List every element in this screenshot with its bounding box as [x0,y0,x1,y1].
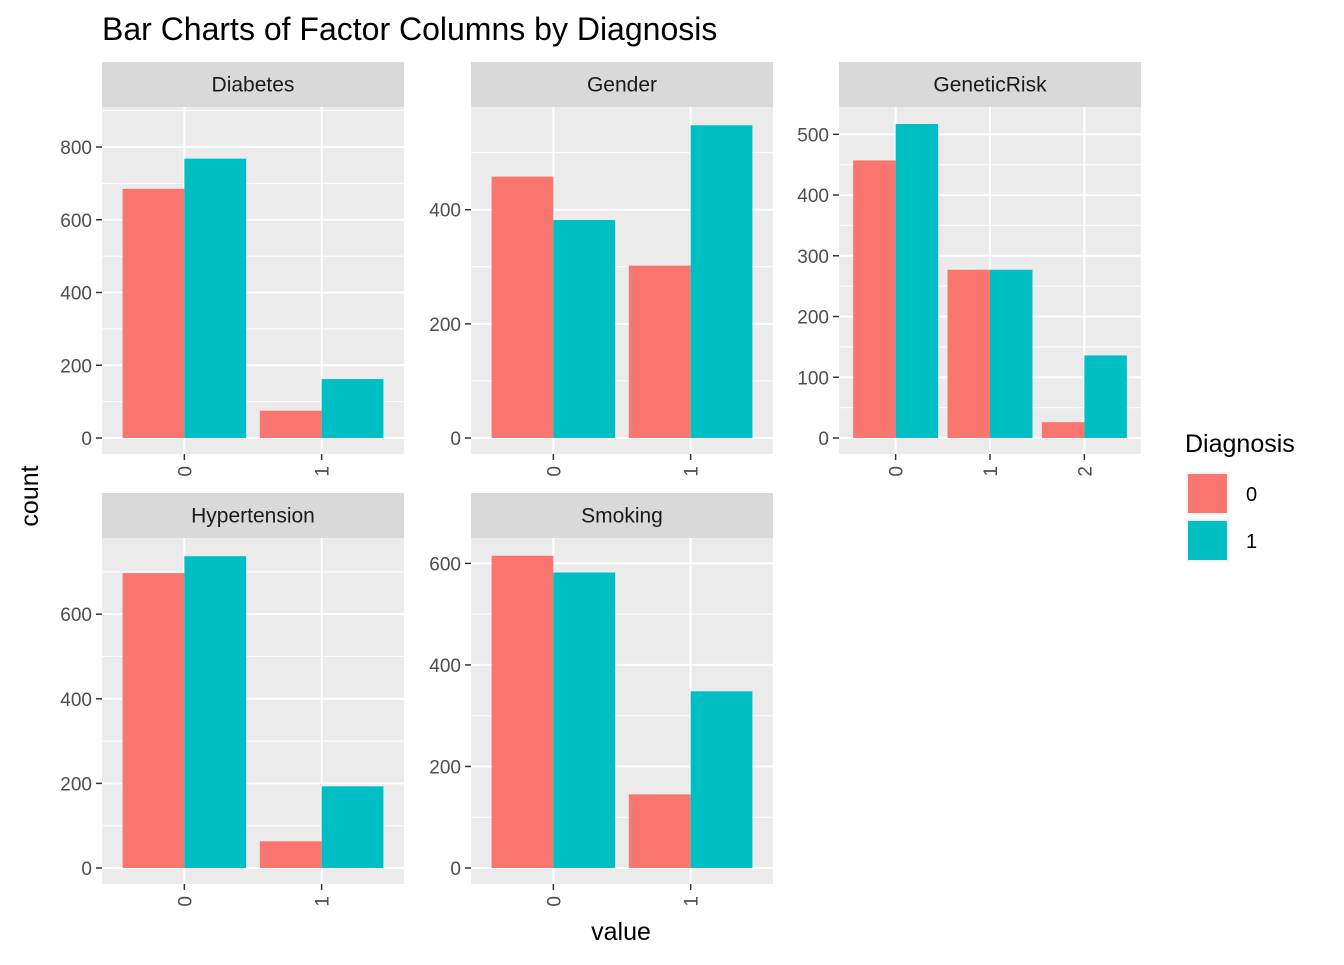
bar-gender-value-1-diagnosis-1 [690,125,753,438]
x-tick-label: 1 [313,466,334,477]
bar-hypertension-value-1-diagnosis-1 [321,786,384,868]
strip-gender [471,62,773,107]
bar-smoking-value-1-diagnosis-1 [690,691,753,868]
y-tick-label: 600 [60,605,92,626]
legend: Diagnosis 0 1 [1185,430,1295,562]
bar-geneticrisk-value-2-diagnosis-0 [1041,422,1085,438]
y-tick-label: 600 [60,211,92,232]
strip-hypertension [102,493,404,538]
y-tick-label: 400 [429,656,461,677]
x-tick-label: 0 [544,896,565,907]
y-tick-label: 400 [60,690,92,711]
bar-hypertension-value-1-diagnosis-0 [259,841,322,868]
y-tick-label: 0 [450,429,461,450]
y-tick-label: 0 [818,429,829,450]
bar-geneticrisk-value-0-diagnosis-1 [895,124,939,439]
bar-geneticrisk-value-1-diagnosis-0 [947,269,990,438]
strip-diabetes [102,62,404,107]
panel-smoking: Smoking 0 200 400 600 0 1 [429,493,773,907]
y-tick-label: 400 [429,201,461,222]
x-tick-label: 1 [682,466,703,477]
x-tick-label: 1 [981,466,1002,477]
y-tick-label: 500 [797,125,829,146]
panel-hypertension: Hypertension 0 200 400 600 0 1 [60,493,404,907]
strip-smoking [471,493,773,538]
bar-smoking-value-0-diagnosis-1 [553,572,616,868]
strip-label-smoking: Smoking [581,505,663,528]
y-tick-label: 200 [797,308,829,329]
x-tick-label: 0 [887,466,908,477]
y-tick-label: 200 [60,774,92,795]
y-tick-label: 300 [797,247,829,268]
bar-gender-value-0-diagnosis-1 [553,219,616,438]
strip-label-hypertension: Hypertension [191,505,315,528]
legend-title: Diagnosis [1185,430,1295,458]
y-tick-label: 400 [60,284,92,305]
x-tick-label: 0 [175,896,196,907]
y-axis-title: count [16,465,44,526]
panel-diabetes: Diabetes 0 200 400 600 800 0 1 [60,62,404,477]
bar-geneticrisk-value-0-diagnosis-0 [853,160,896,439]
bar-smoking-value-0-diagnosis-0 [491,555,554,868]
x-axis-title: value [591,918,651,946]
y-tick-label: 200 [429,315,461,336]
x-tick-label: 1 [313,896,334,907]
y-tick-label: 0 [81,429,92,450]
y-tick-label: 0 [81,859,92,880]
strip-label-geneticrisk: GeneticRisk [933,74,1047,97]
strip-label-diabetes: Diabetes [212,74,295,97]
legend-swatch-1 [1188,521,1227,560]
bar-geneticrisk-value-2-diagnosis-1 [1084,355,1127,438]
bar-hypertension-value-0-diagnosis-0 [122,573,185,868]
bar-smoking-value-1-diagnosis-0 [628,794,691,868]
chart-title: Bar Charts of Factor Columns by Diagnosi… [102,11,717,47]
bar-gender-value-0-diagnosis-0 [491,176,554,438]
strip-geneticrisk [839,62,1141,107]
bar-diabetes-value-0-diagnosis-1 [184,158,247,438]
bar-geneticrisk-value-1-diagnosis-1 [990,269,1033,438]
panel-geneticrisk: GeneticRisk 0 100 200 300 400 500 0 1 2 [797,62,1141,477]
legend-label-0: 0 [1246,484,1257,506]
legend-label-1: 1 [1246,531,1257,553]
bar-diabetes-value-1-diagnosis-0 [259,410,322,438]
x-tick-label: 0 [175,466,196,477]
x-tick-label: 1 [682,896,703,907]
y-tick-label: 600 [429,554,461,575]
bar-gender-value-1-diagnosis-0 [628,265,691,438]
y-tick-label: 400 [797,186,829,207]
y-tick-label: 100 [797,368,829,389]
strip-label-gender: Gender [587,74,657,97]
y-tick-label: 800 [60,138,92,159]
x-tick-label: 0 [544,466,565,477]
y-tick-label: 200 [60,356,92,377]
bar-diabetes-value-1-diagnosis-1 [321,379,384,438]
legend-swatch-0 [1188,474,1227,513]
panel-gender: Gender 0 200 400 0 1 [429,62,773,477]
x-tick-label: 2 [1075,466,1096,477]
y-tick-label: 200 [429,757,461,778]
bar-diabetes-value-0-diagnosis-0 [122,188,185,438]
y-tick-label: 0 [450,859,461,880]
bar-hypertension-value-0-diagnosis-1 [184,556,247,868]
